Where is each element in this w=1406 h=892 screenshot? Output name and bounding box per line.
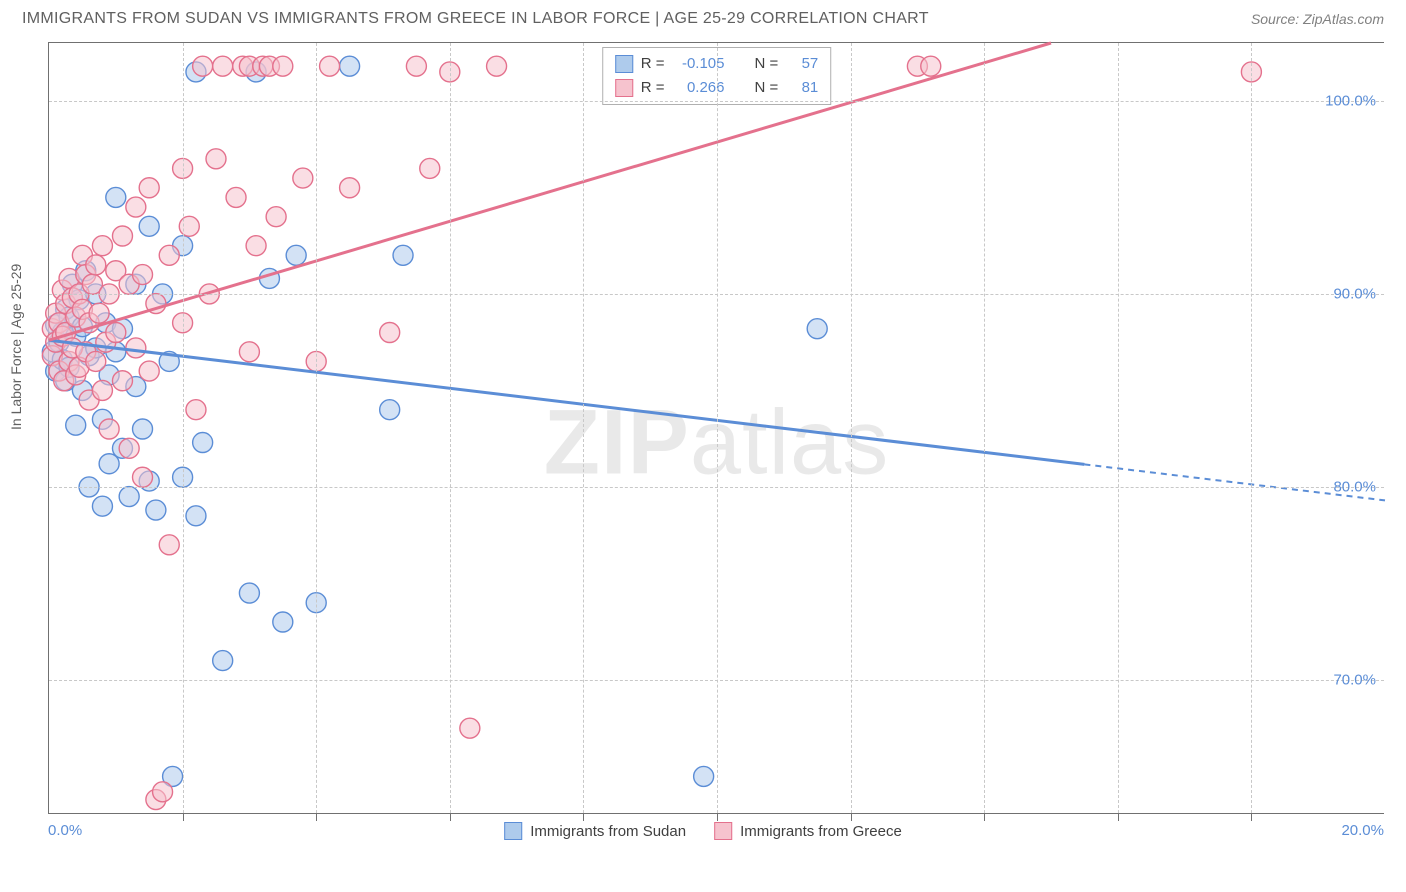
- y-axis-tick-label: 100.0%: [1325, 92, 1376, 109]
- data-point: [186, 506, 206, 526]
- legend-r-label: R =: [641, 52, 665, 76]
- data-point: [460, 718, 480, 738]
- y-axis-tick-label: 70.0%: [1333, 671, 1376, 688]
- gridline-vertical: [717, 43, 718, 813]
- gridline-vertical: [583, 43, 584, 813]
- x-axis-tick: [984, 813, 985, 821]
- data-point: [921, 56, 941, 76]
- data-point: [246, 236, 266, 256]
- series-legend-item: Immigrants from Sudan: [504, 822, 686, 840]
- legend-r-label: R =: [641, 76, 665, 100]
- data-point: [119, 487, 139, 507]
- data-point: [66, 415, 86, 435]
- series-legend-item: Immigrants from Greece: [714, 822, 902, 840]
- data-point: [193, 56, 213, 76]
- legend-swatch: [615, 55, 633, 73]
- data-point: [133, 265, 153, 285]
- source-attribution: Source: ZipAtlas.com: [1251, 11, 1384, 27]
- data-point: [153, 782, 173, 802]
- data-point: [92, 380, 112, 400]
- data-point: [239, 342, 259, 362]
- y-axis-label: In Labor Force | Age 25-29: [8, 264, 24, 430]
- x-axis-tick: [450, 813, 451, 821]
- trend-line: [49, 43, 1051, 340]
- data-point: [694, 766, 714, 786]
- gridline-vertical: [1251, 43, 1252, 813]
- x-axis-tick: [851, 813, 852, 821]
- series-name: Immigrants from Sudan: [530, 823, 686, 840]
- gridline-vertical: [851, 43, 852, 813]
- x-axis-tick: [183, 813, 184, 821]
- data-point: [186, 400, 206, 420]
- data-point: [293, 168, 313, 188]
- x-axis-tick: [1251, 813, 1252, 821]
- data-point: [406, 56, 426, 76]
- data-point: [380, 400, 400, 420]
- data-point: [420, 158, 440, 178]
- data-point: [320, 56, 340, 76]
- y-axis-tick-label: 90.0%: [1333, 285, 1376, 302]
- data-point: [106, 187, 126, 207]
- legend-swatch: [504, 822, 522, 840]
- data-point: [126, 338, 146, 358]
- data-point: [193, 433, 213, 453]
- y-axis-tick-label: 80.0%: [1333, 478, 1376, 495]
- data-point: [273, 56, 293, 76]
- data-point: [106, 323, 126, 343]
- data-point: [393, 245, 413, 265]
- chart-title: IMMIGRANTS FROM SUDAN VS IMMIGRANTS FROM…: [22, 10, 929, 28]
- data-point: [86, 255, 106, 275]
- data-point: [807, 319, 827, 339]
- data-point: [146, 500, 166, 520]
- series-name: Immigrants from Greece: [740, 823, 902, 840]
- data-point: [92, 496, 112, 516]
- gridline-vertical: [316, 43, 317, 813]
- data-point: [99, 419, 119, 439]
- data-point: [126, 197, 146, 217]
- data-point: [159, 245, 179, 265]
- data-point: [139, 361, 159, 381]
- data-point: [239, 583, 259, 603]
- data-point: [273, 612, 293, 632]
- data-point: [266, 207, 286, 227]
- legend-swatch: [615, 79, 633, 97]
- data-point: [159, 535, 179, 555]
- legend-swatch: [714, 822, 732, 840]
- data-point: [213, 651, 233, 671]
- x-axis-tick: [316, 813, 317, 821]
- gridline-vertical: [450, 43, 451, 813]
- legend-n-label: N =: [755, 76, 779, 100]
- data-point: [206, 149, 226, 169]
- data-point: [340, 56, 360, 76]
- data-point: [487, 56, 507, 76]
- data-point: [213, 56, 233, 76]
- data-point: [226, 187, 246, 207]
- data-point: [340, 178, 360, 198]
- data-point: [119, 438, 139, 458]
- data-point: [92, 236, 112, 256]
- data-point: [133, 419, 153, 439]
- data-point: [133, 467, 153, 487]
- legend-n-value: 57: [786, 52, 818, 76]
- x-axis-tick: [1118, 813, 1119, 821]
- x-axis-tick: [583, 813, 584, 821]
- data-point: [112, 371, 132, 391]
- chart-plot-area: ZIPatlas R =-0.105N =57R =0.266N =81 70.…: [48, 42, 1384, 814]
- data-point: [380, 323, 400, 343]
- x-axis-tick: [717, 813, 718, 821]
- data-point: [86, 351, 106, 371]
- x-axis-tick-max: 20.0%: [1341, 822, 1384, 839]
- legend-n-label: N =: [755, 52, 779, 76]
- data-point: [286, 245, 306, 265]
- series-legend: Immigrants from Sudan Immigrants from Gre…: [504, 822, 902, 840]
- gridline-vertical: [984, 43, 985, 813]
- data-point: [139, 178, 159, 198]
- x-axis-tick-min: 0.0%: [48, 822, 82, 839]
- gridline-vertical: [183, 43, 184, 813]
- data-point: [139, 216, 159, 236]
- data-point: [89, 303, 109, 323]
- gridline-vertical: [1118, 43, 1119, 813]
- data-point: [112, 226, 132, 246]
- legend-n-value: 81: [786, 76, 818, 100]
